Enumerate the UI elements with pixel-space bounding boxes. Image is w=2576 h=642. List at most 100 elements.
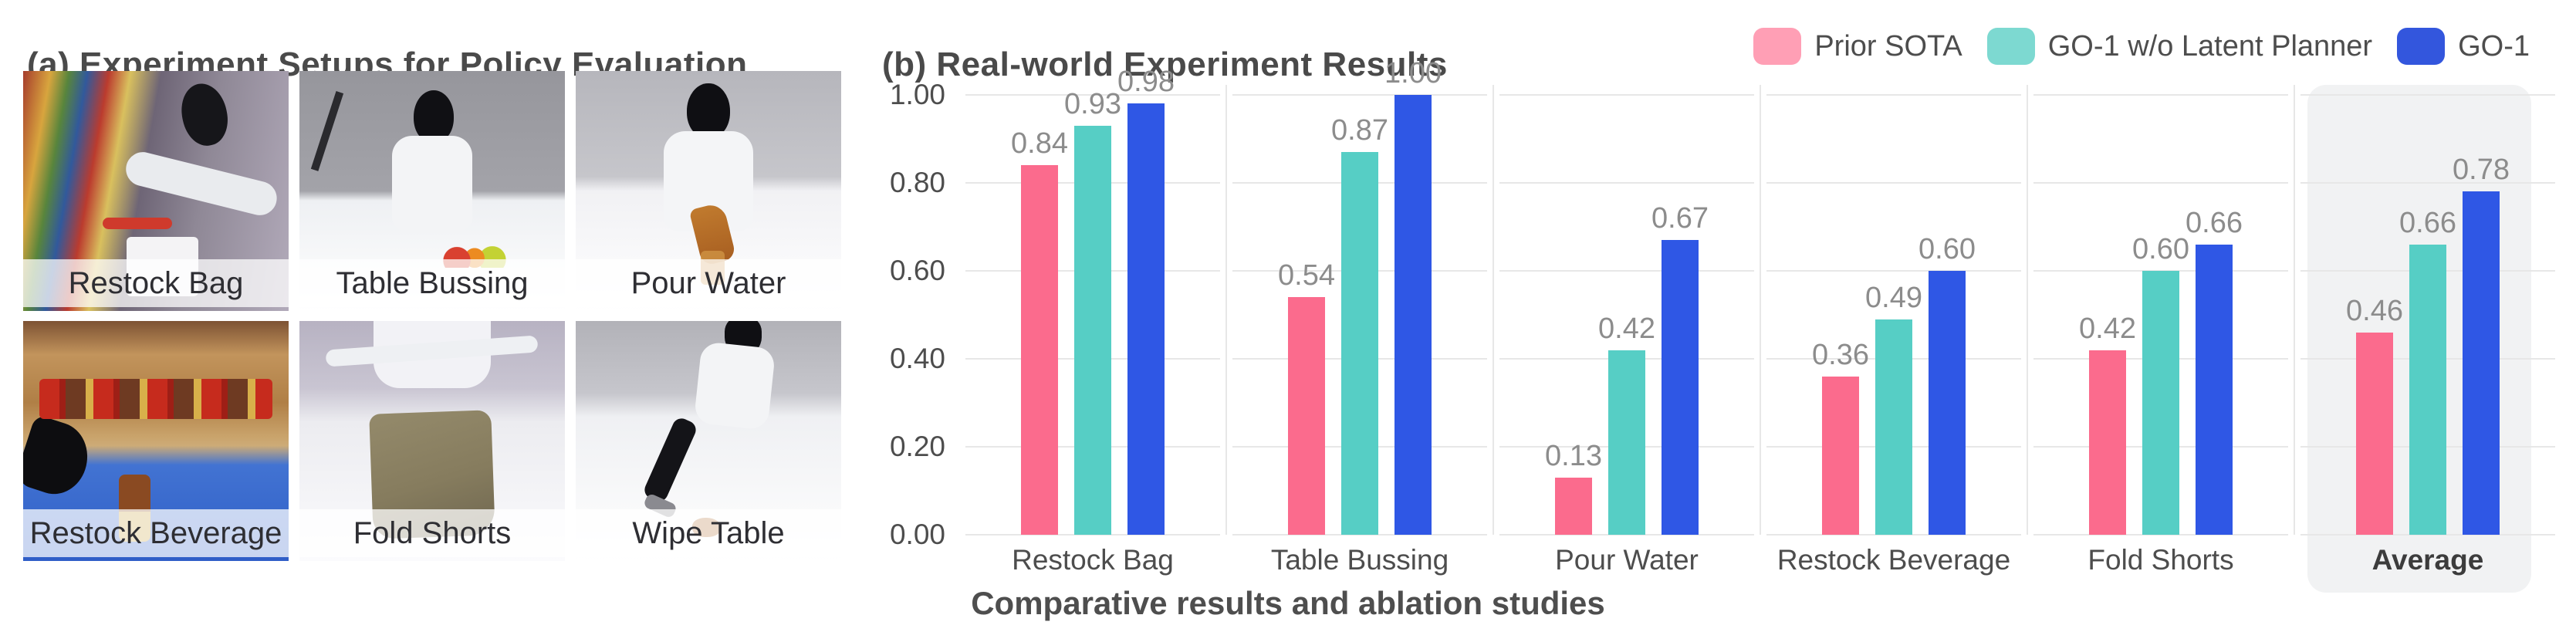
photo-card-fold-shorts: Fold Shorts <box>299 321 565 561</box>
bar-group-average: 0.46 0.66 0.78 Average <box>2294 94 2561 576</box>
bar-value-label: 1.00 <box>1384 57 1442 90</box>
photo-label: Pour Water <box>576 259 841 307</box>
x-category-label: Average <box>2371 544 2484 576</box>
y-tick-label: 0.80 <box>889 167 945 198</box>
bar-value-label: 0.87 <box>1331 114 1388 147</box>
photo-card-restock-bag: Restock Bag <box>23 71 289 311</box>
bar-value-label: 0.60 <box>1918 233 1976 265</box>
bar-go-1-fold-shorts: 0.66 <box>2186 207 2243 535</box>
bar-group-fold-shorts: 0.42 0.60 0.66 Fold Shorts <box>2027 94 2294 576</box>
bar-prior-sota-fold-shorts: 0.42 <box>2079 313 2136 535</box>
bar-go-1-w-o-latent-planner-pour-water: 0.42 <box>1598 313 1655 535</box>
x-category-label: Fold Shorts <box>2088 544 2234 576</box>
gridline <box>2033 182 2288 184</box>
photo-label: Fold Shorts <box>299 509 565 557</box>
bar-go-1-average: 0.78 <box>2453 154 2510 535</box>
legend-swatch-prior-sota <box>1753 28 1802 65</box>
bar-go-1-w-o-latent-planner-fold-shorts: 0.60 <box>2132 233 2189 535</box>
bar-go-1-w-o-latent-planner-table-bussing: 0.87 <box>1331 114 1388 535</box>
scene-arm-shape <box>310 90 344 171</box>
bar-value-label: 0.93 <box>1064 88 1121 120</box>
scene-torso-shape <box>392 135 472 232</box>
x-category-label: Restock Bag <box>1012 544 1174 576</box>
gridline <box>1766 94 2021 96</box>
bar-prior-sota-pour-water: 0.13 <box>1545 440 1602 535</box>
bar-value-label: 0.13 <box>1545 440 1602 472</box>
scene-accent-shape <box>103 217 172 230</box>
bar-go-1-w-o-latent-planner-average: 0.66 <box>2399 207 2456 535</box>
x-category-label: Restock Beverage <box>1776 544 2011 576</box>
photo-card-wipe-table: Wipe Table <box>576 321 841 561</box>
legend-label: Prior SOTA <box>1814 29 1962 63</box>
legend-item-go-1-w-o-latent-planner: GO-1 w/o Latent Planner <box>1986 28 2373 65</box>
y-tick-label: 0.40 <box>889 343 945 374</box>
legend-label: GO-1 w/o Latent Planner <box>2047 29 2373 63</box>
bar-go-1-pour-water: 0.67 <box>1651 202 1709 535</box>
chart-legend: Prior SOTA GO-1 w/o Latent Planner GO-1 <box>1753 28 2530 65</box>
gridline <box>1499 182 1754 184</box>
bar-go-1-restock-beverage: 0.60 <box>1918 233 1976 535</box>
gridline <box>1232 534 1487 536</box>
bar-chart-plot: 0.84 0.93 0.98 Restock Bag 0.54 0.87 1.00 Table… <box>959 57 2561 593</box>
x-category-label: Pour Water <box>1555 544 1699 576</box>
group-separator-line <box>1760 85 1761 535</box>
photo-card-restock-beverage: Restock Beverage <box>23 321 289 561</box>
gridline <box>2300 534 2555 536</box>
gridline <box>1499 94 1754 96</box>
scene-accent-shape <box>39 378 273 420</box>
panel-b-title: (b) Real-world Experiment Results <box>882 45 1448 83</box>
bar-cluster: 0.46 0.66 0.78 <box>2294 154 2561 535</box>
photo-card-table-bussing: Table Bussing <box>299 71 565 311</box>
bar-value-label: 0.84 <box>1011 127 1068 160</box>
bar-cluster: 0.42 0.60 0.66 <box>2027 207 2294 535</box>
bar-go-1-restock-bag: 0.98 <box>1117 66 1175 535</box>
y-tick-label: 0.00 <box>889 519 945 550</box>
legend-label: GO-1 <box>2458 29 2530 63</box>
gridline <box>2033 534 2288 536</box>
bar-value-label: 0.54 <box>1278 259 1335 292</box>
bar-value-label: 0.78 <box>2453 154 2510 186</box>
bar-value-label: 0.46 <box>2346 295 2403 327</box>
gridline <box>2300 182 2555 184</box>
scene-arm-shape <box>641 415 699 505</box>
bar-go-1-w-o-latent-planner-restock-beverage: 0.49 <box>1865 282 1922 535</box>
bar-cluster: 0.54 0.87 1.00 <box>1226 57 1493 535</box>
bar-value-label: 0.42 <box>1598 313 1655 345</box>
group-separator-line <box>2294 85 2295 535</box>
gridline <box>1766 270 2021 272</box>
group-separator-line <box>1493 85 1494 535</box>
bar-group-pour-water: 0.13 0.42 0.67 Pour Water <box>1493 94 1760 576</box>
photo-grid: Restock Bag Table Bussing Pour Water Restoc… <box>23 71 841 561</box>
legend-item-prior-sota: Prior SOTA <box>1753 28 1962 65</box>
bar-cluster: 0.84 0.93 0.98 <box>959 66 1226 535</box>
gridline <box>1499 534 1754 536</box>
photo-label: Restock Beverage <box>23 509 289 557</box>
photo-label: Wipe Table <box>576 509 841 557</box>
bar-value-label: 0.66 <box>2186 207 2243 239</box>
bar-prior-sota-restock-beverage: 0.36 <box>1812 339 1869 535</box>
x-category-label: Table Bussing <box>1270 544 1449 576</box>
photo-label: Table Bussing <box>299 259 565 307</box>
gridline <box>1499 270 1754 272</box>
group-separator-line <box>1225 85 1227 535</box>
bar-prior-sota-table-bussing: 0.54 <box>1278 259 1335 535</box>
bar-group-restock-bag: 0.84 0.93 0.98 Restock Bag <box>959 66 1226 576</box>
bar-value-label: 0.49 <box>1865 282 1922 314</box>
scene-arm-shape <box>122 148 280 219</box>
bar-cluster: 0.13 0.42 0.67 <box>1493 202 1760 535</box>
gridline <box>2033 94 2288 96</box>
bar-go-1-table-bussing: 1.00 <box>1384 57 1442 535</box>
gridline <box>2300 94 2555 96</box>
bar-value-label: 0.42 <box>2079 313 2136 345</box>
bar-go-1-w-o-latent-planner-restock-bag: 0.93 <box>1064 88 1121 535</box>
robot-head-shape <box>23 414 96 502</box>
scene-torso-shape <box>693 341 776 431</box>
photo-card-pour-water: Pour Water <box>576 71 841 311</box>
bar-value-label: 0.66 <box>2399 207 2456 239</box>
y-axis-tick-labels: 0.00 0.20 0.40 0.60 0.80 1.00 <box>776 0 945 642</box>
gridline <box>1766 534 2021 536</box>
legend-swatch-go-1-w-o-latent-planner <box>1986 28 2035 65</box>
bar-value-label: 0.67 <box>1651 202 1709 235</box>
robot-head-shape <box>413 90 454 144</box>
